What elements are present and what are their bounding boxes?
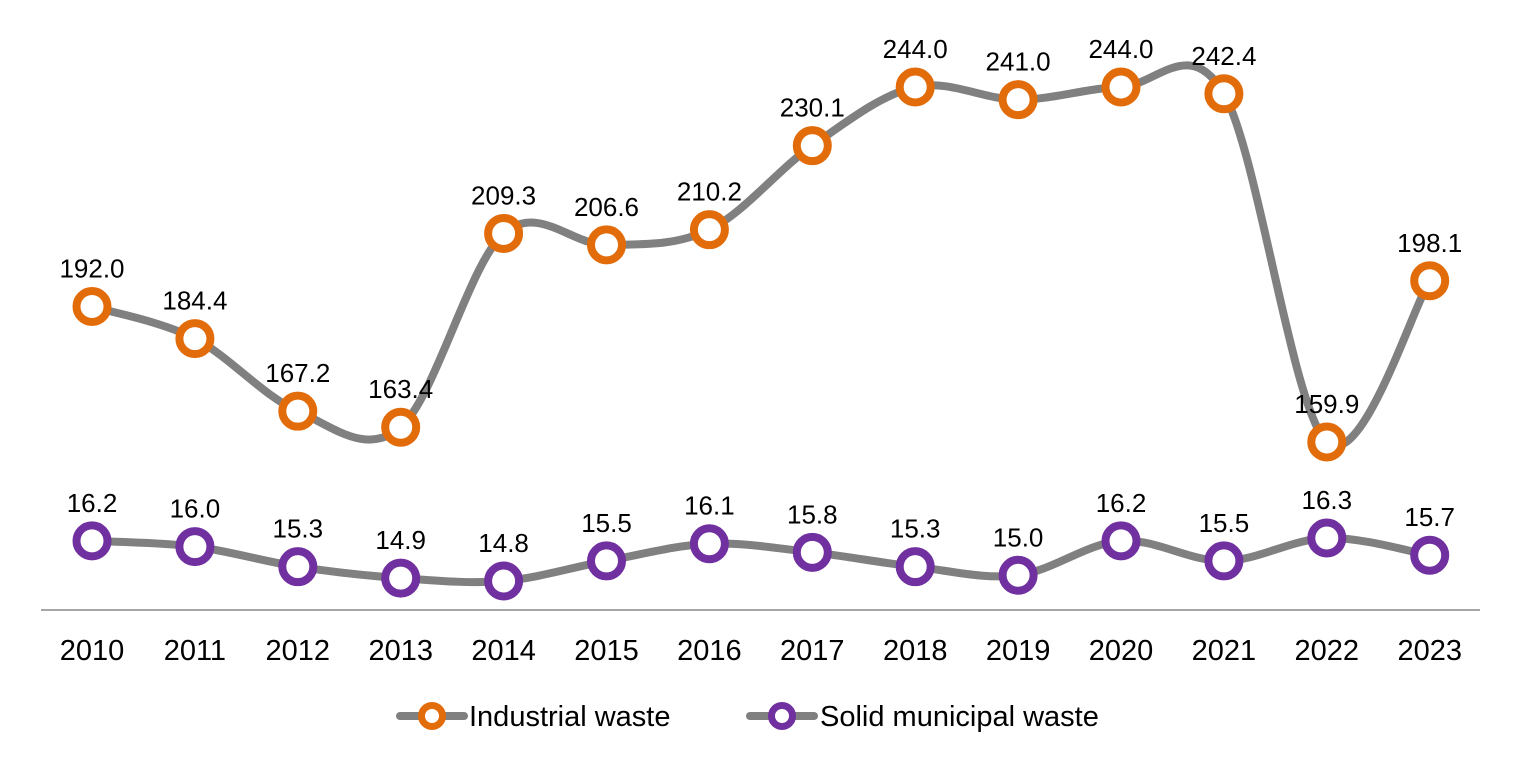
data-label-industrial-waste-2010: 192.0 xyxy=(59,254,124,284)
data-point-industrial-waste-2022 xyxy=(1307,422,1347,462)
data-point-industrial-waste-2010 xyxy=(72,287,112,327)
data-point-solid-municipal-waste-2013 xyxy=(381,558,421,598)
data-label-solid-municipal-waste-2010: 16.2 xyxy=(67,488,118,518)
data-point-solid-municipal-waste-2023 xyxy=(1410,535,1450,575)
x-tick-label-2021: 2021 xyxy=(1192,635,1257,667)
data-point-solid-municipal-waste-2016 xyxy=(689,524,729,564)
data-label-industrial-waste-2021: 242.4 xyxy=(1191,41,1256,71)
x-tick-label-2017: 2017 xyxy=(780,635,845,667)
data-label-solid-municipal-waste-2023: 15.7 xyxy=(1404,502,1455,532)
legend-label-solid-municipal-waste: Solid municipal waste xyxy=(820,701,1099,733)
x-axis-tick-labels: 2010 2011 2012 2013 2014 2015 2016 2017 2018 2019… xyxy=(60,635,1462,667)
x-tick-label-2015: 2015 xyxy=(574,635,639,667)
x-tick-label-2010: 2010 xyxy=(60,635,125,667)
data-labels: 192.0 184.4 167.2 163.4 209.3 206.6 210.2 230.1… xyxy=(59,34,1462,558)
x-tick-label-2023: 2023 xyxy=(1397,635,1462,667)
data-label-solid-municipal-waste-2020: 16.2 xyxy=(1096,488,1147,518)
data-point-industrial-waste-2016 xyxy=(689,210,729,250)
legend-item-industrial-waste: Industrial waste xyxy=(396,701,671,733)
legend-label-industrial-waste: Industrial waste xyxy=(469,701,671,733)
x-tick-label-2019: 2019 xyxy=(986,635,1051,667)
data-point-industrial-waste-2015 xyxy=(587,225,626,265)
data-point-industrial-waste-2020 xyxy=(1101,67,1141,107)
legend: Industrial waste Solid municipal waste xyxy=(396,701,1099,733)
data-point-solid-municipal-waste-2010 xyxy=(72,521,112,561)
data-label-industrial-waste-2018: 244.0 xyxy=(883,34,948,64)
data-label-solid-municipal-waste-2019: 15.0 xyxy=(993,522,1044,552)
x-tick-label-2014: 2014 xyxy=(471,635,536,667)
data-point-industrial-waste-2018 xyxy=(895,67,935,107)
data-point-solid-municipal-waste-2021 xyxy=(1204,541,1244,581)
data-point-industrial-waste-2019 xyxy=(998,80,1038,120)
x-tick-label-2022: 2022 xyxy=(1295,635,1360,667)
data-label-industrial-waste-2011: 184.4 xyxy=(162,286,227,316)
series-markers xyxy=(72,67,1450,601)
data-point-solid-municipal-waste-2020 xyxy=(1101,521,1141,561)
data-label-solid-municipal-waste-2012: 15.3 xyxy=(272,514,323,544)
data-point-solid-municipal-waste-2015 xyxy=(587,541,626,581)
data-point-solid-municipal-waste-2019 xyxy=(998,555,1038,595)
data-point-industrial-waste-2011 xyxy=(175,319,215,359)
data-label-industrial-waste-2016: 210.2 xyxy=(677,177,742,207)
data-label-solid-municipal-waste-2017: 15.8 xyxy=(787,499,838,529)
legend-marker-solid-municipal-waste xyxy=(768,702,796,730)
data-point-solid-municipal-waste-2022 xyxy=(1307,518,1347,558)
data-label-solid-municipal-waste-2016: 16.1 xyxy=(684,491,735,521)
data-label-solid-municipal-waste-2014: 14.8 xyxy=(478,528,529,558)
data-point-industrial-waste-2012 xyxy=(278,391,318,431)
x-tick-label-2011: 2011 xyxy=(164,635,226,667)
data-label-solid-municipal-waste-2021: 15.5 xyxy=(1199,508,1250,538)
x-tick-label-2020: 2020 xyxy=(1089,635,1154,667)
legend-marker-industrial-waste xyxy=(418,702,446,730)
data-point-solid-municipal-waste-2012 xyxy=(278,547,318,587)
data-label-industrial-waste-2015: 206.6 xyxy=(574,192,639,222)
x-tick-label-2016: 2016 xyxy=(677,635,742,667)
data-label-solid-municipal-waste-2013: 14.9 xyxy=(375,525,426,555)
legend-item-solid-municipal-waste: Solid municipal waste xyxy=(746,701,1099,733)
data-label-industrial-waste-2019: 241.0 xyxy=(986,47,1051,77)
data-label-industrial-waste-2017: 230.1 xyxy=(780,93,845,123)
data-label-solid-municipal-waste-2011: 16.0 xyxy=(170,494,221,524)
x-tick-label-2018: 2018 xyxy=(883,635,948,667)
data-label-industrial-waste-2013: 163.4 xyxy=(368,374,433,404)
data-label-industrial-waste-2012: 167.2 xyxy=(265,358,330,388)
x-tick-label-2012: 2012 xyxy=(266,635,331,667)
data-point-solid-municipal-waste-2014 xyxy=(484,561,524,601)
data-label-solid-municipal-waste-2018: 15.3 xyxy=(890,514,941,544)
data-point-solid-municipal-waste-2017 xyxy=(792,532,832,572)
data-point-solid-municipal-waste-2018 xyxy=(895,547,935,587)
series-lines xyxy=(88,61,1434,587)
data-point-industrial-waste-2017 xyxy=(792,126,832,166)
data-label-industrial-waste-2014: 209.3 xyxy=(471,180,536,210)
data-point-industrial-waste-2014 xyxy=(484,213,524,253)
data-label-solid-municipal-waste-2022: 16.3 xyxy=(1301,485,1352,515)
data-point-industrial-waste-2013 xyxy=(381,407,421,447)
data-point-industrial-waste-2021 xyxy=(1204,74,1244,114)
data-point-solid-municipal-waste-2011 xyxy=(175,527,215,567)
x-tick-label-2013: 2013 xyxy=(368,635,433,667)
data-label-industrial-waste-2022: 159.9 xyxy=(1294,389,1359,419)
data-label-industrial-waste-2023: 198.1 xyxy=(1397,228,1462,258)
data-point-industrial-waste-2023 xyxy=(1410,261,1450,301)
data-label-industrial-waste-2020: 244.0 xyxy=(1088,34,1153,64)
series-line-industrial-waste xyxy=(88,61,1434,450)
data-label-solid-municipal-waste-2015: 15.5 xyxy=(581,508,632,538)
